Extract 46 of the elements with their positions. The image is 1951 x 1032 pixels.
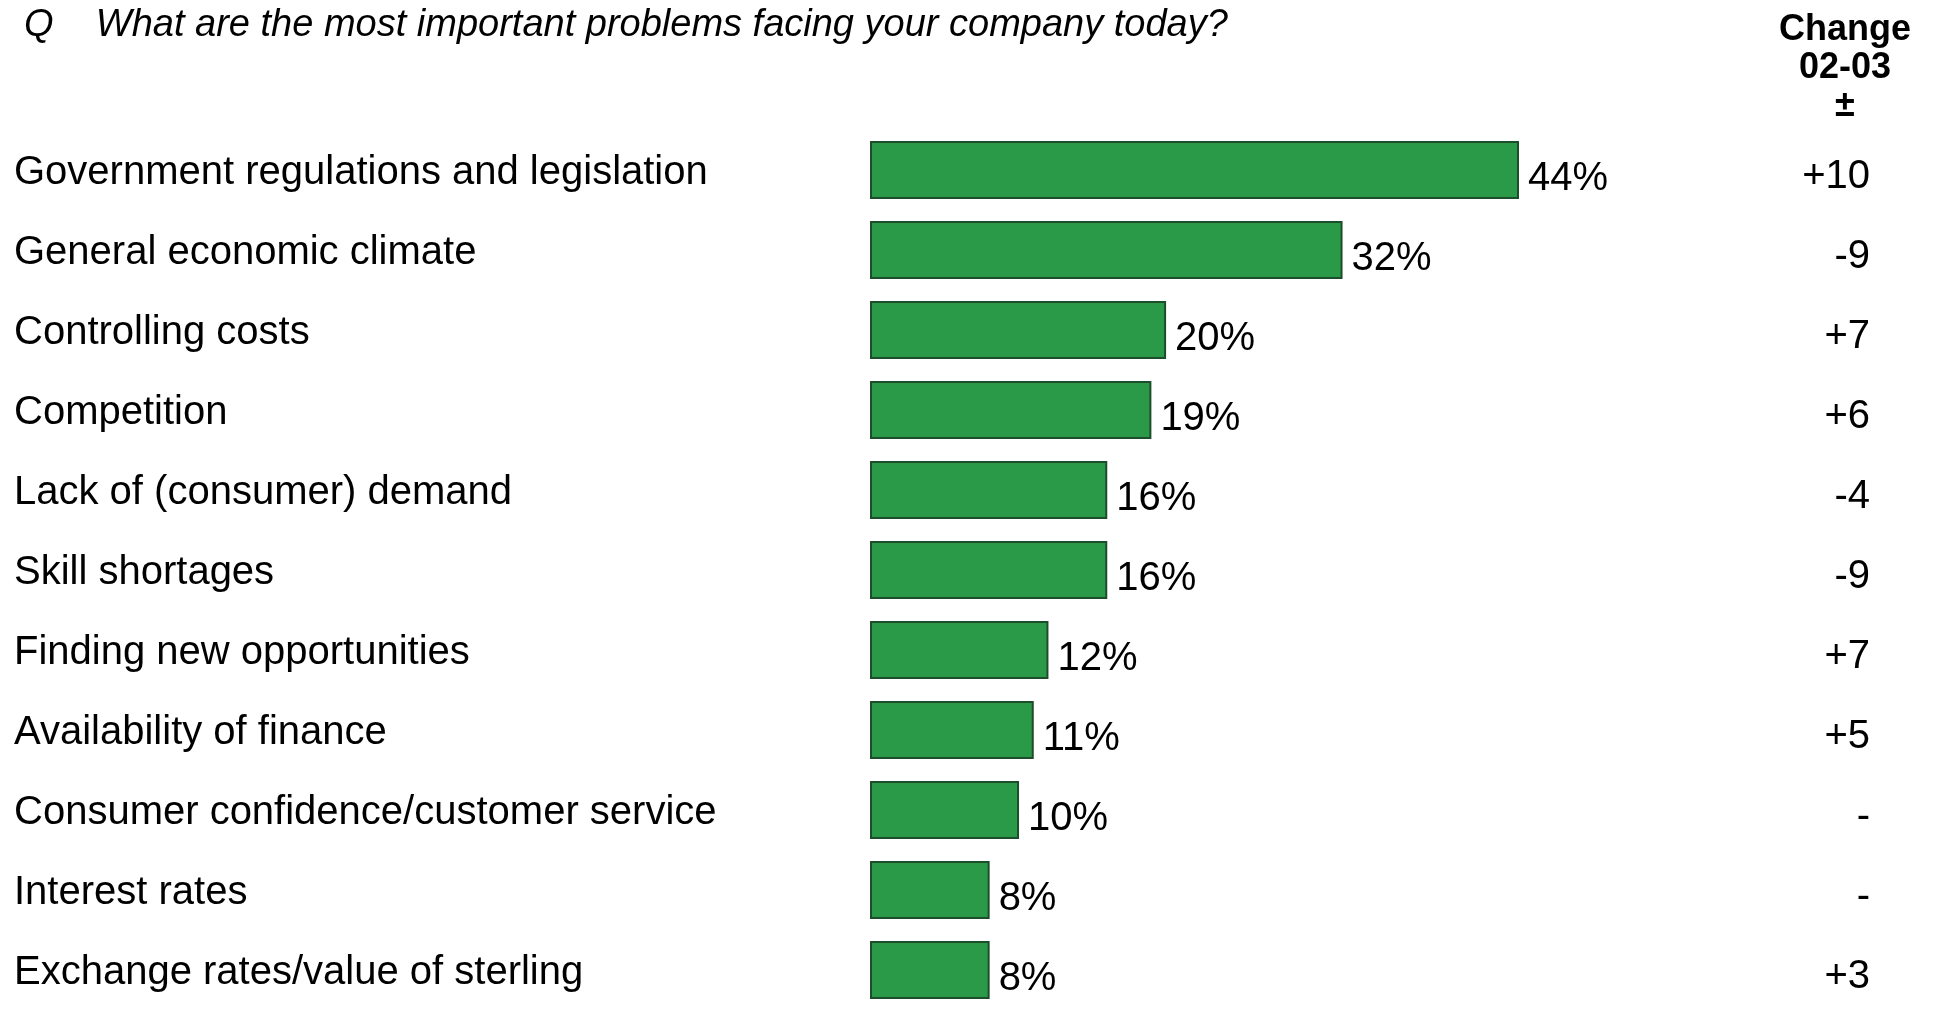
data-label: 8%: [998, 874, 1057, 918]
data-label: 16%: [1116, 474, 1197, 518]
bar: [870, 461, 1108, 519]
bar: [870, 141, 1519, 199]
y-tick-label: Skill shortages: [14, 548, 275, 592]
y-tick-label: Finding new opportunities: [14, 628, 470, 672]
bar: [870, 941, 990, 999]
y-tick-label: Consumer confidence/customer service: [14, 788, 717, 832]
y-tick-label: Controlling costs: [14, 308, 310, 352]
text: -: [1856, 872, 1870, 916]
bar: [870, 621, 1049, 679]
text: +6: [1824, 392, 1870, 436]
data-label: 8%: [998, 954, 1057, 998]
text: +3: [1824, 952, 1870, 996]
data-label: 20%: [1175, 314, 1256, 358]
text: Change 02-03 ±: [1778, 7, 1912, 124]
bar: [870, 781, 1020, 839]
bar: [870, 541, 1108, 599]
text: -9: [1834, 232, 1870, 276]
text: -4: [1834, 472, 1870, 516]
data-label: 19%: [1160, 394, 1241, 438]
text: +7: [1824, 632, 1870, 676]
bar: [870, 701, 1034, 759]
y-tick-label: Government regulations and legislation: [14, 148, 708, 192]
y-tick-label: Interest rates: [14, 868, 248, 912]
text: +7: [1824, 312, 1870, 356]
data-label: 44%: [1528, 154, 1609, 198]
bar: [870, 301, 1167, 359]
y-tick-label: Availability of finance: [14, 708, 387, 752]
text: -: [1856, 792, 1870, 836]
data-label: 12%: [1057, 634, 1138, 678]
chart-title: Q What are the most important problems facing your company today?: [24, 2, 1229, 44]
bar: [870, 861, 990, 919]
bar: [870, 221, 1343, 279]
text: -9: [1834, 552, 1870, 596]
y-tick-label: Lack of (consumer) demand: [14, 468, 513, 512]
y-tick-label: General economic climate: [14, 228, 477, 272]
text: +5: [1824, 712, 1870, 756]
y-tick-label: Exchange rates/value of sterling: [14, 948, 584, 992]
data-label: 32%: [1351, 234, 1432, 278]
data-label: 11%: [1042, 714, 1120, 758]
data-label: 16%: [1116, 554, 1197, 598]
text: +10: [1802, 152, 1870, 196]
y-tick-label: Competition: [14, 388, 228, 432]
data-label: 10%: [1028, 794, 1109, 838]
bar: [870, 381, 1152, 439]
